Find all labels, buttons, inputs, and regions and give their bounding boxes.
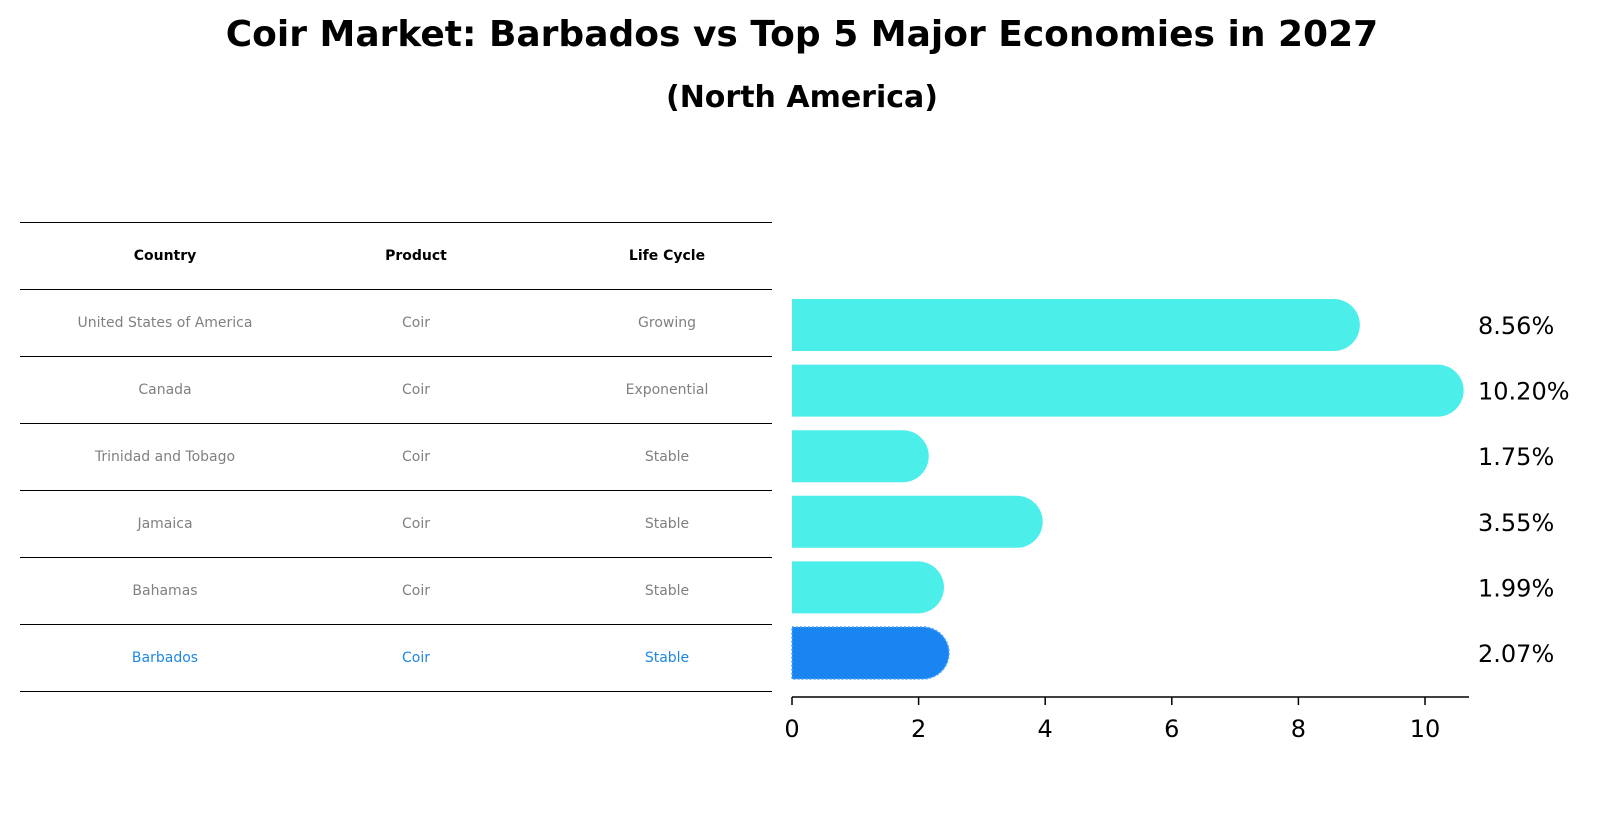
product-cell: Coir bbox=[402, 382, 430, 398]
table-row: Canada Coir Exponential bbox=[20, 356, 772, 423]
product-cell: Coir bbox=[402, 315, 430, 331]
life-cycle-cell: Stable bbox=[644, 583, 690, 599]
header-country: Country bbox=[133, 248, 197, 264]
x-tick-label: 4 bbox=[1038, 715, 1053, 743]
x-tick-label: 0 bbox=[784, 715, 799, 743]
table-row: Trinidad and Tobago Coir Stable bbox=[20, 423, 772, 490]
header-life-cycle: Life Cycle bbox=[628, 248, 706, 264]
bar bbox=[792, 299, 1360, 351]
bar-value-label: 10.20% bbox=[1478, 378, 1570, 406]
bar bbox=[792, 561, 944, 614]
x-tick-label: 2 bbox=[911, 715, 926, 743]
life-cycle-cell: Exponential bbox=[625, 382, 709, 398]
chart-subtitle: (North America) bbox=[665, 80, 938, 115]
country-cell: Canada bbox=[138, 382, 192, 398]
product-cell: Coir bbox=[402, 516, 430, 532]
x-tick-label: 6 bbox=[1164, 715, 1179, 743]
bar-value-label: 1.99% bbox=[1478, 574, 1554, 602]
table-row: United States of America Coir Growing bbox=[20, 289, 772, 356]
country-cell: United States of America bbox=[77, 315, 253, 331]
chart-title: Coir Market: Barbados vs Top 5 Major Eco… bbox=[225, 14, 1379, 55]
product-cell: Coir bbox=[402, 449, 430, 465]
bar bbox=[792, 430, 929, 483]
header-product: Product bbox=[385, 248, 447, 264]
bar-value-label: 8.56% bbox=[1478, 312, 1554, 340]
product-cell: Coir bbox=[402, 583, 430, 599]
data-table: Country Product Life Cycle United States… bbox=[20, 222, 772, 692]
life-cycle-cell: Stable bbox=[644, 650, 690, 666]
country-cell: Barbados bbox=[131, 650, 199, 666]
product-cell: Coir bbox=[402, 650, 430, 666]
country-cell: Jamaica bbox=[137, 516, 193, 532]
bar bbox=[791, 626, 950, 680]
table-header-row: Country Product Life Cycle bbox=[20, 222, 772, 289]
country-cell: Bahamas bbox=[132, 583, 198, 599]
table-row-highlighted: Barbados Coir Stable bbox=[20, 624, 772, 692]
bar-value-label: 1.75% bbox=[1478, 443, 1554, 471]
bar bbox=[792, 364, 1464, 417]
table-row: Bahamas Coir Stable bbox=[20, 557, 772, 624]
life-cycle-cell: Stable bbox=[644, 449, 690, 465]
table-row: Jamaica Coir Stable bbox=[20, 490, 772, 557]
life-cycle-cell: Stable bbox=[644, 516, 690, 532]
bar-value-label: 3.55% bbox=[1478, 509, 1554, 537]
bar-value-label: 2.07% bbox=[1478, 640, 1554, 668]
x-tick-label: 10 bbox=[1410, 715, 1441, 743]
life-cycle-cell: Growing bbox=[638, 315, 696, 331]
bar bbox=[792, 495, 1043, 548]
country-cell: Trinidad and Tobago bbox=[94, 449, 236, 465]
x-tick-label: 8 bbox=[1291, 715, 1306, 743]
